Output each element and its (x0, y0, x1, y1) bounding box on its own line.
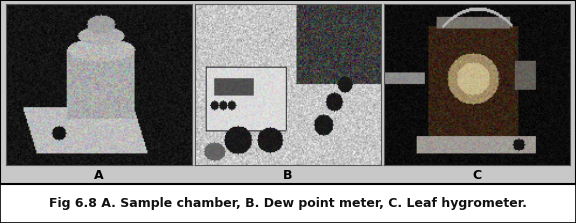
Text: B: B (283, 169, 293, 182)
Text: Fig 6.8 A. Sample chamber, B. Dew point meter, C. Leaf hygrometer.: Fig 6.8 A. Sample chamber, B. Dew point … (49, 197, 527, 210)
Text: C: C (472, 169, 482, 182)
Text: A: A (94, 169, 104, 182)
